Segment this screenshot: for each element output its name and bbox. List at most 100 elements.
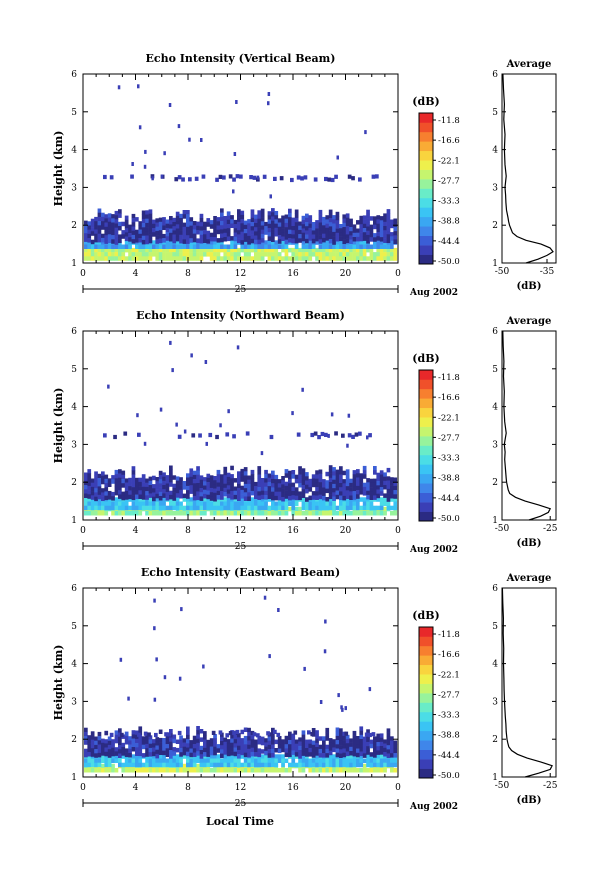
heatmap-cell: [271, 753, 275, 758]
heatmap-cell: [124, 486, 129, 492]
heatmap-cell: [145, 210, 149, 215]
heatmap-cell: [237, 488, 241, 493]
heatmap-cell: [189, 229, 194, 235]
heatmap-cell: [233, 743, 238, 748]
heatmap-cell: [349, 495, 353, 500]
heatmap-cell: [189, 740, 194, 745]
heatmap-cell: [379, 478, 384, 484]
heatmap-cell: [260, 736, 265, 742]
heatmap-cell: [376, 236, 381, 241]
heatmap-cell: [230, 742, 234, 748]
heatmap-cell: [298, 511, 302, 516]
heatmap-cell: [233, 747, 238, 752]
heatmap-cell: [373, 762, 377, 768]
heatmap-cell: [147, 732, 151, 737]
colorbar-segment: [419, 768, 433, 779]
heatmap-cell: [87, 247, 92, 253]
heatmap-cell: [339, 736, 343, 742]
heatmap-cell: [254, 494, 258, 499]
heatmap-cell: [342, 256, 347, 261]
heatmap-cell: [203, 743, 207, 749]
colorbar-segment: [419, 226, 433, 236]
heatmap-cell: [366, 247, 370, 253]
heatmap-cell: [220, 511, 224, 516]
colorbar-segment: [419, 511, 433, 522]
heatmap-cell: [345, 477, 350, 483]
heatmap-cell: [237, 505, 241, 511]
heatmap-cell: [97, 221, 102, 226]
heatmap-cell: [162, 480, 166, 486]
heatmap-cell: [328, 226, 333, 231]
heatmap-cell: [345, 252, 350, 257]
heatmap-cell: [196, 501, 200, 506]
heatmap-cell: [362, 763, 367, 769]
x-tick-label: 8: [185, 269, 191, 279]
heatmap-cell: [332, 768, 336, 773]
heatmap-cell: [260, 768, 265, 773]
heatmap-cell: [243, 471, 248, 476]
heatmap-cell: [318, 214, 323, 219]
heatmap-cell: [356, 762, 360, 768]
heatmap-cell: [165, 252, 170, 257]
heatmap-cell: [138, 481, 143, 487]
heatmap-cell: [250, 230, 255, 235]
colorbar-segment: [419, 169, 433, 180]
heatmap-cell: [376, 256, 381, 261]
heatmap-cell: [250, 469, 255, 475]
heatmap-cell: [138, 494, 143, 499]
profile-y-tick-label: 4: [492, 146, 498, 156]
heatmap-cell: [101, 256, 105, 261]
heatmap-cell: [226, 739, 231, 744]
heatmap-cell: [240, 214, 245, 220]
heatmap-cell: [189, 481, 194, 486]
heatmap-cell: [257, 231, 262, 236]
heatmap-cell: [339, 483, 343, 488]
heatmap-cell: [192, 483, 197, 488]
heatmap-cell: [339, 256, 343, 261]
heatmap-cell: [332, 758, 336, 763]
heatmap-cell: [135, 768, 139, 773]
heatmap-cell: [107, 762, 112, 768]
heatmap-cell: [308, 743, 313, 749]
heatmap-cell: [135, 486, 139, 491]
heatmap-cell: [162, 497, 166, 502]
heatmap-cell: [366, 497, 370, 502]
heatmap-cell: [192, 229, 197, 234]
heatmap-cell: [87, 229, 92, 235]
heatmap-cell: [254, 743, 258, 749]
colorbar-segment: [419, 179, 433, 189]
heatmap-cell: [386, 476, 391, 481]
heatmap-cell: [226, 476, 231, 482]
heatmap-cell: [322, 233, 326, 239]
heatmap-cell: [318, 244, 323, 249]
heatmap-cell: [294, 209, 299, 214]
heatmap-cell: [226, 244, 231, 249]
heatmap-cell: [124, 748, 129, 753]
heatmap-cell: [104, 483, 109, 488]
heatmap-cell: [257, 214, 262, 219]
heatmap-cell: [322, 736, 326, 741]
heatmap-cell: [281, 762, 285, 768]
heatmap-cell: [393, 239, 398, 244]
heatmap-cell: [284, 256, 289, 261]
heatmap-cell: [172, 738, 177, 744]
heatmap-cell: [186, 747, 190, 752]
heatmap-cell: [301, 497, 306, 502]
heatmap-cell: [373, 740, 377, 746]
heatmap-cell: [189, 511, 194, 516]
heatmap-cell: [373, 252, 377, 257]
heatmap-cell: [383, 743, 387, 749]
heatmap-cell: [84, 247, 88, 253]
heatmap-cell: [114, 730, 119, 735]
heatmap-cell: [254, 235, 258, 241]
heatmap-cell: [199, 729, 204, 734]
heatmap-cell: [291, 252, 296, 257]
heatmap-cell: [254, 501, 258, 506]
heatmap-cell: [165, 247, 170, 253]
heatmap-cell: [155, 762, 160, 768]
heatmap-cell: [111, 743, 115, 748]
heatmap-cell: [191, 433, 196, 438]
heatmap-cell: [155, 485, 160, 490]
heatmap-cell: [264, 738, 268, 743]
heatmap-cell: [254, 486, 258, 491]
